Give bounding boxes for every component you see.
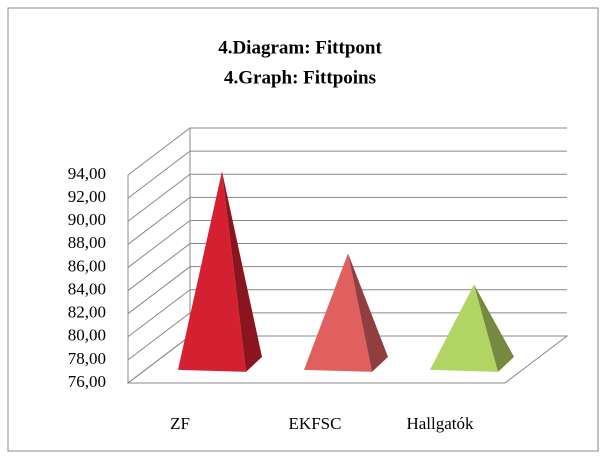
y-tick-label: 88,00: [68, 233, 106, 252]
y-tick-label: 78,00: [68, 349, 106, 368]
chart-frame: [7, 7, 599, 452]
y-tick-label: 82,00: [68, 303, 106, 322]
pyramid-front: [430, 284, 498, 372]
y-tick-label: 80,00: [68, 326, 106, 345]
x-tick-label: EKFSC: [289, 414, 342, 433]
x-tick-label: ZF: [170, 414, 190, 433]
pyramid-side: [474, 284, 514, 372]
pyramid-front: [304, 253, 372, 372]
y-tick-label: 86,00: [68, 256, 106, 275]
pyramid-front: [178, 171, 246, 372]
y-tick-label: 76,00: [68, 372, 106, 391]
y-tick-label: 94,00: [68, 164, 106, 183]
pyramid: [430, 284, 514, 372]
chart-title: 4.Graph: Fittpoins: [224, 67, 376, 88]
x-tick-label: Hallgatók: [406, 414, 474, 433]
pyramid-side: [348, 253, 388, 372]
y-tick-label: 90,00: [68, 210, 106, 229]
y-tick-label: 92,00: [68, 187, 106, 206]
pyramid: [178, 171, 262, 372]
y-tick-label: 84,00: [68, 279, 106, 298]
chart-title: 4.Diagram: Fittpont: [218, 37, 382, 58]
pyramid-side: [222, 171, 262, 372]
pyramid: [304, 253, 388, 372]
